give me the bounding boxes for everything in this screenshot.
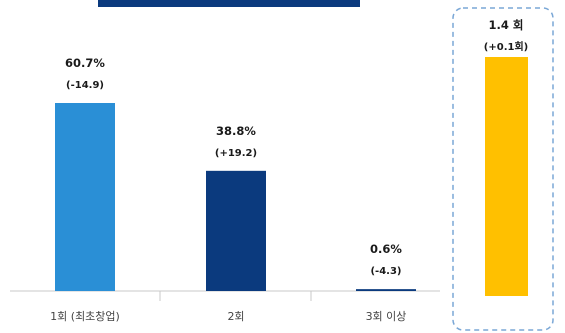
bar-value-label: 0.6% [370, 242, 402, 256]
bar [356, 289, 416, 291]
category-tick-label: 3회 이상 [366, 310, 407, 323]
bar [206, 170, 266, 291]
header-band [98, 0, 360, 7]
bar [55, 103, 115, 291]
category-tick-label: 2회 [227, 310, 244, 323]
bar-change-label: (-14.9) [66, 80, 104, 91]
highlight-value-label: 1.4 회 [489, 18, 524, 32]
bar-change-label: (-4.3) [370, 266, 401, 277]
bar-series: 60.7% (-14.9) 1회 (최초창업) 38.8% (+19.2) 2회 0.6% (… [50, 56, 416, 323]
highlight-box [452, 7, 554, 331]
bar-value-label: 60.7% [65, 56, 105, 70]
bar-value-label: 38.8% [216, 124, 256, 138]
highlight-change-label: (+0.1회) [484, 40, 528, 53]
highlight-bar [485, 57, 528, 296]
category-tick-label: 1회 (최초창업) [50, 310, 120, 323]
bar-change-label: (+19.2) [215, 148, 257, 159]
